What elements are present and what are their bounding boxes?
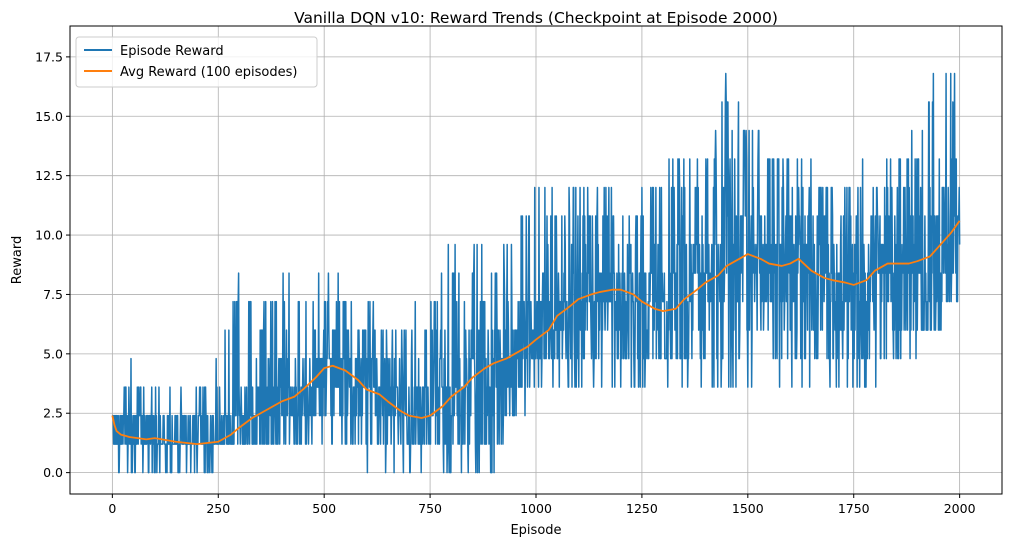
x-tick-label: 500 bbox=[312, 501, 336, 516]
legend-label-avg-reward: Avg Reward (100 episodes) bbox=[120, 65, 297, 80]
x-tick-label: 250 bbox=[206, 501, 230, 516]
y-tick-label: 17.5 bbox=[35, 49, 63, 64]
x-tick-label: 750 bbox=[418, 501, 442, 516]
x-tick-label: 1500 bbox=[732, 501, 764, 516]
y-tick-label: 2.5 bbox=[43, 406, 63, 421]
y-tick-label: 15.0 bbox=[35, 109, 63, 124]
y-tick-label: 5.0 bbox=[43, 346, 63, 361]
axis-ticks: 0 250 500 750 1000 1250 1500 1750 2000 0.0 2.5 5.0 7… bbox=[35, 49, 975, 516]
episode-reward-line bbox=[112, 72, 961, 474]
x-tick-label: 2000 bbox=[944, 501, 976, 516]
x-axis-label: Episode bbox=[510, 523, 561, 538]
plot-series bbox=[111, 72, 961, 474]
legend-box bbox=[75, 36, 318, 88]
x-tick-label: 1750 bbox=[838, 501, 870, 516]
y-tick-label: 10.0 bbox=[35, 228, 63, 243]
avg-reward-line bbox=[111, 220, 961, 446]
legend: Episode Reward Avg Reward (100 episodes) bbox=[75, 36, 318, 88]
legend-label-episode-reward: Episode Reward bbox=[120, 44, 224, 59]
x-tick-label: 1000 bbox=[520, 501, 552, 516]
x-tick-label: 0 bbox=[108, 501, 116, 516]
chart-title: Vanilla DQN v10: Reward Trends (Checkpoi… bbox=[294, 9, 778, 27]
y-axis-label: Reward bbox=[10, 236, 25, 284]
y-tick-label: 7.5 bbox=[43, 287, 63, 302]
x-tick-label: 1250 bbox=[626, 501, 658, 516]
y-tick-label: 0.0 bbox=[43, 465, 63, 480]
y-tick-label: 12.5 bbox=[35, 168, 63, 183]
